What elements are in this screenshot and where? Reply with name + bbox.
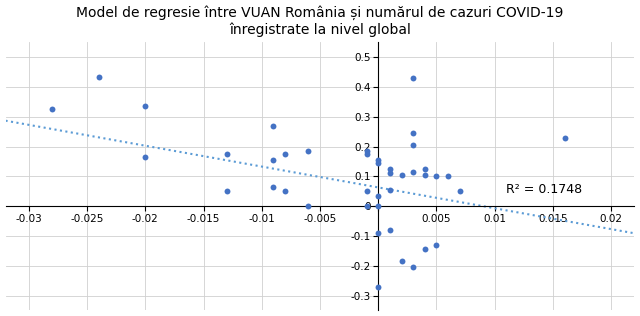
Point	[362, 149, 372, 154]
Point	[373, 230, 383, 235]
Point	[408, 265, 419, 270]
Point	[408, 76, 419, 81]
Point	[373, 157, 383, 162]
Point	[454, 189, 465, 194]
Point	[385, 187, 395, 192]
Point	[408, 143, 419, 148]
Point	[47, 107, 57, 112]
Point	[280, 189, 290, 194]
Point	[221, 189, 232, 194]
Point	[396, 172, 406, 177]
Point	[559, 135, 570, 140]
Point	[268, 157, 278, 162]
Point	[373, 193, 383, 198]
Point	[385, 171, 395, 176]
Point	[408, 169, 419, 174]
Point	[140, 104, 150, 109]
Point	[408, 131, 419, 136]
Point	[362, 204, 372, 209]
Point	[303, 149, 314, 154]
Point	[221, 152, 232, 157]
Text: R² = 0.1748: R² = 0.1748	[506, 183, 582, 196]
Point	[280, 152, 290, 157]
Point	[431, 242, 442, 247]
Point	[268, 123, 278, 128]
Point	[93, 74, 104, 79]
Point	[373, 284, 383, 289]
Point	[443, 174, 453, 179]
Point	[420, 247, 430, 252]
Point	[373, 204, 383, 209]
Point	[362, 189, 372, 194]
Point	[362, 152, 372, 157]
Point	[268, 184, 278, 189]
Point	[431, 174, 442, 179]
Point	[140, 155, 150, 160]
Point	[385, 228, 395, 233]
Point	[420, 172, 430, 177]
Point	[420, 167, 430, 172]
Point	[373, 161, 383, 166]
Point	[385, 167, 395, 172]
Point	[303, 204, 314, 209]
Title: Model de regresie între VUAN România și numărul de cazuri COVID-19
înregistrate : Model de regresie între VUAN România și …	[76, 6, 564, 37]
Point	[396, 259, 406, 264]
